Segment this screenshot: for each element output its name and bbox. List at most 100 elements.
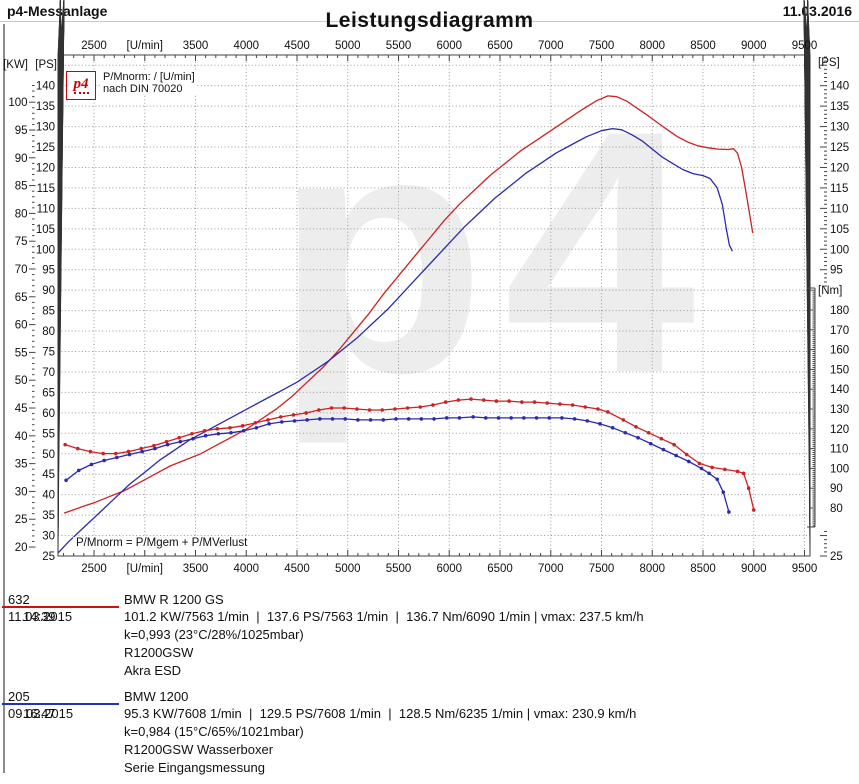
svg-text:105: 105 (830, 224, 849, 236)
svg-text:85: 85 (15, 181, 28, 193)
svg-text:135: 135 (830, 101, 849, 113)
svg-text:65: 65 (15, 292, 28, 304)
svg-text:65: 65 (42, 387, 55, 399)
svg-text:7000: 7000 (538, 40, 564, 52)
svg-text:25: 25 (830, 551, 843, 563)
page-left-border (3, 24, 5, 773)
svg-text:4500: 4500 (284, 563, 310, 575)
svg-text:25: 25 (42, 551, 55, 563)
svg-text:80: 80 (830, 503, 843, 515)
svg-text:110: 110 (830, 203, 848, 215)
svg-text:80: 80 (42, 326, 55, 338)
svg-text:55: 55 (42, 428, 55, 440)
svg-text:9500: 9500 (792, 563, 818, 575)
legend-line-2: nach DIN 70020 (101, 83, 197, 95)
svg-text:6500: 6500 (487, 40, 513, 52)
svg-text:90: 90 (830, 483, 843, 495)
svg-text:6000: 6000 (436, 40, 462, 52)
svg-text:7500: 7500 (589, 40, 615, 52)
svg-text:115: 115 (37, 183, 55, 195)
svg-text:70: 70 (42, 367, 55, 379)
svg-text:120: 120 (830, 424, 849, 436)
svg-text:35: 35 (42, 510, 55, 522)
dyno-plot: 2500 2500 [U/min] [U/min] 3500 3500 4000 4000 45… (3, 0, 849, 575)
svg-text:2500: 2500 (81, 40, 107, 52)
svg-text:75: 75 (42, 347, 55, 359)
svg-text:50: 50 (15, 375, 28, 387)
svg-text:100: 100 (8, 97, 27, 109)
svg-text:3500: 3500 (183, 563, 209, 575)
svg-text:95: 95 (830, 265, 843, 277)
svg-text:40: 40 (42, 490, 55, 502)
svg-text:30: 30 (15, 486, 28, 498)
svg-text:45: 45 (42, 469, 55, 481)
app-title: p4-Messanlage (7, 3, 108, 19)
chart-title: Leistungsdiagramm (325, 9, 534, 32)
report-date: 11.03.2016 (782, 3, 852, 19)
svg-text:8500: 8500 (690, 40, 716, 52)
svg-text:80: 80 (15, 208, 28, 220)
record-note: Serie Eingangsmessung (124, 760, 265, 775)
svg-text:4000: 4000 (233, 563, 259, 575)
svg-text:5000: 5000 (335, 563, 361, 575)
svg-text:170: 170 (830, 325, 849, 337)
svg-text:9000: 9000 (741, 40, 767, 52)
svg-text:115: 115 (830, 183, 848, 195)
svg-text:2500: 2500 (81, 563, 107, 575)
svg-text:5500: 5500 (386, 40, 412, 52)
svg-text:75: 75 (15, 236, 28, 248)
vehicle-name: BMW 1200 (124, 689, 189, 704)
svg-text:[U/min]: [U/min] (127, 40, 163, 52)
chart-legend: p4 P/Mnorm: / [U/min] nach DIN 70020 (66, 71, 197, 100)
legend-line-1: P/Mnorm: / [U/min] (101, 71, 197, 83)
record-result: 101.2 KW/7563 1/min | 137.6 PS/7563 1/mi… (124, 609, 644, 624)
svg-text:40: 40 (15, 431, 28, 443)
svg-text:4500: 4500 (284, 40, 310, 52)
p4-logo-icon: p4 (66, 71, 96, 100)
svg-text:100: 100 (36, 244, 55, 256)
record-correction: k=0,993 (23°C/28%/1025mbar) (124, 627, 304, 642)
svg-text:140: 140 (830, 384, 849, 396)
svg-text:85: 85 (42, 306, 55, 318)
svg-text:100: 100 (830, 463, 849, 475)
svg-text:3500: 3500 (183, 40, 209, 52)
record-model: R1200GSW Wasserboxer (124, 742, 274, 757)
svg-text:50: 50 (42, 449, 55, 461)
svg-text:120: 120 (36, 162, 55, 174)
watermark: p4 (275, 60, 714, 445)
svg-text:110: 110 (37, 203, 55, 215)
svg-text:[PS]: [PS] (818, 57, 840, 69)
svg-text:35: 35 (15, 459, 28, 471)
record-block-2: 205 BMW 1200 09.03.2015 16:47 95.3 KW/760… (0, 689, 859, 784)
svg-text:4000: 4000 (233, 40, 259, 52)
svg-text:9000: 9000 (741, 563, 767, 575)
svg-text:55: 55 (15, 347, 28, 359)
svg-text:7000: 7000 (538, 563, 564, 575)
svg-text:90: 90 (15, 153, 28, 165)
svg-text:45: 45 (15, 403, 28, 415)
record-id: 205 (8, 689, 30, 704)
svg-text:95: 95 (42, 265, 55, 277)
svg-text:135: 135 (36, 101, 55, 113)
svg-text:120: 120 (830, 162, 849, 174)
svg-text:[Nm]: [Nm] (818, 285, 842, 297)
svg-text:140: 140 (36, 81, 55, 93)
svg-text:180: 180 (830, 305, 849, 317)
svg-text:60: 60 (15, 320, 28, 332)
record-id: 632 (8, 592, 30, 607)
svg-text:7500: 7500 (589, 563, 615, 575)
header-divider (0, 21, 859, 22)
svg-text:95: 95 (15, 125, 28, 137)
svg-text:60: 60 (42, 408, 55, 420)
formula-annotation: P/Mnorm = P/Mgem + P/MVerlust (73, 537, 251, 549)
svg-text:150: 150 (830, 364, 849, 376)
svg-text:6500: 6500 (487, 563, 513, 575)
svg-text:[U/min]: [U/min] (127, 563, 163, 575)
svg-text:30: 30 (42, 531, 55, 543)
record-underline (2, 606, 119, 608)
record-correction: k=0,984 (15°C/65%/1021mbar) (124, 724, 304, 739)
svg-text:25: 25 (15, 514, 28, 526)
vehicle-name: BMW R 1200 GS (124, 592, 224, 607)
svg-text:140: 140 (830, 81, 849, 93)
svg-text:[KW]: [KW] (3, 59, 28, 71)
